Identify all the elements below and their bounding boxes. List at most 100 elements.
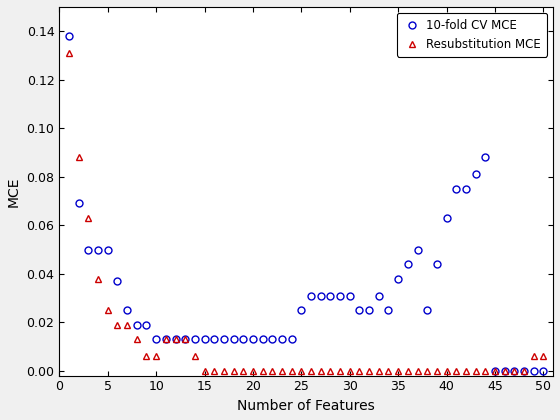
10-fold CV MCE <box>85 247 92 252</box>
Line: 10-fold CV MCE: 10-fold CV MCE <box>66 33 547 374</box>
Resubstitution MCE <box>133 337 140 342</box>
Resubstitution MCE <box>318 368 324 373</box>
Resubstitution MCE <box>433 368 440 373</box>
Resubstitution MCE <box>162 337 169 342</box>
Resubstitution MCE <box>540 354 547 359</box>
Resubstitution MCE <box>172 337 179 342</box>
10-fold CV MCE <box>366 307 372 312</box>
Resubstitution MCE <box>463 368 469 373</box>
10-fold CV MCE <box>482 155 489 160</box>
Resubstitution MCE <box>385 368 392 373</box>
Resubstitution MCE <box>124 322 130 327</box>
10-fold CV MCE <box>414 247 421 252</box>
10-fold CV MCE <box>288 337 295 342</box>
10-fold CV MCE <box>133 322 140 327</box>
Resubstitution MCE <box>66 50 72 55</box>
X-axis label: Number of Features: Number of Features <box>237 399 375 413</box>
Resubstitution MCE <box>298 368 305 373</box>
10-fold CV MCE <box>463 186 469 192</box>
10-fold CV MCE <box>211 337 218 342</box>
Resubstitution MCE <box>182 337 189 342</box>
10-fold CV MCE <box>433 262 440 267</box>
Resubstitution MCE <box>114 322 121 327</box>
Y-axis label: MCE: MCE <box>7 176 21 207</box>
10-fold CV MCE <box>424 307 431 312</box>
10-fold CV MCE <box>172 337 179 342</box>
10-fold CV MCE <box>530 368 537 373</box>
10-fold CV MCE <box>104 247 111 252</box>
10-fold CV MCE <box>230 337 237 342</box>
Line: Resubstitution MCE: Resubstitution MCE <box>66 50 547 374</box>
10-fold CV MCE <box>201 337 208 342</box>
Resubstitution MCE <box>192 354 198 359</box>
Resubstitution MCE <box>511 368 517 373</box>
10-fold CV MCE <box>259 337 266 342</box>
Resubstitution MCE <box>414 368 421 373</box>
10-fold CV MCE <box>95 247 101 252</box>
10-fold CV MCE <box>114 278 121 284</box>
Resubstitution MCE <box>482 368 489 373</box>
Resubstitution MCE <box>85 215 92 220</box>
10-fold CV MCE <box>192 337 198 342</box>
Resubstitution MCE <box>356 368 363 373</box>
10-fold CV MCE <box>182 337 189 342</box>
10-fold CV MCE <box>375 293 382 298</box>
10-fold CV MCE <box>453 186 460 192</box>
Resubstitution MCE <box>259 368 266 373</box>
Resubstitution MCE <box>501 368 508 373</box>
Resubstitution MCE <box>443 368 450 373</box>
Resubstitution MCE <box>153 354 160 359</box>
Resubstitution MCE <box>472 368 479 373</box>
Resubstitution MCE <box>104 307 111 312</box>
10-fold CV MCE <box>143 322 150 327</box>
Resubstitution MCE <box>211 368 218 373</box>
Resubstitution MCE <box>201 368 208 373</box>
Resubstitution MCE <box>307 368 314 373</box>
Resubstitution MCE <box>76 155 82 160</box>
10-fold CV MCE <box>162 337 169 342</box>
10-fold CV MCE <box>318 293 324 298</box>
Resubstitution MCE <box>395 368 402 373</box>
10-fold CV MCE <box>221 337 227 342</box>
10-fold CV MCE <box>540 368 547 373</box>
10-fold CV MCE <box>501 368 508 373</box>
10-fold CV MCE <box>124 307 130 312</box>
Resubstitution MCE <box>288 368 295 373</box>
Resubstitution MCE <box>269 368 276 373</box>
Resubstitution MCE <box>453 368 460 373</box>
Resubstitution MCE <box>337 368 343 373</box>
Resubstitution MCE <box>347 368 353 373</box>
10-fold CV MCE <box>404 262 411 267</box>
Resubstitution MCE <box>404 368 411 373</box>
Resubstitution MCE <box>221 368 227 373</box>
10-fold CV MCE <box>443 215 450 220</box>
Resubstitution MCE <box>95 276 101 281</box>
10-fold CV MCE <box>153 337 160 342</box>
10-fold CV MCE <box>250 337 256 342</box>
Resubstitution MCE <box>327 368 334 373</box>
10-fold CV MCE <box>385 307 392 312</box>
Resubstitution MCE <box>366 368 372 373</box>
Resubstitution MCE <box>143 354 150 359</box>
10-fold CV MCE <box>269 337 276 342</box>
Resubstitution MCE <box>230 368 237 373</box>
10-fold CV MCE <box>356 307 363 312</box>
10-fold CV MCE <box>307 293 314 298</box>
10-fold CV MCE <box>521 368 528 373</box>
10-fold CV MCE <box>492 368 498 373</box>
10-fold CV MCE <box>76 201 82 206</box>
10-fold CV MCE <box>240 337 246 342</box>
Legend: 10-fold CV MCE, Resubstitution MCE: 10-fold CV MCE, Resubstitution MCE <box>397 13 547 57</box>
10-fold CV MCE <box>66 34 72 39</box>
10-fold CV MCE <box>279 337 286 342</box>
10-fold CV MCE <box>472 172 479 177</box>
Resubstitution MCE <box>250 368 256 373</box>
10-fold CV MCE <box>511 368 517 373</box>
Resubstitution MCE <box>492 368 498 373</box>
Resubstitution MCE <box>424 368 431 373</box>
10-fold CV MCE <box>327 293 334 298</box>
Resubstitution MCE <box>530 354 537 359</box>
Resubstitution MCE <box>521 368 528 373</box>
10-fold CV MCE <box>395 276 402 281</box>
Resubstitution MCE <box>279 368 286 373</box>
